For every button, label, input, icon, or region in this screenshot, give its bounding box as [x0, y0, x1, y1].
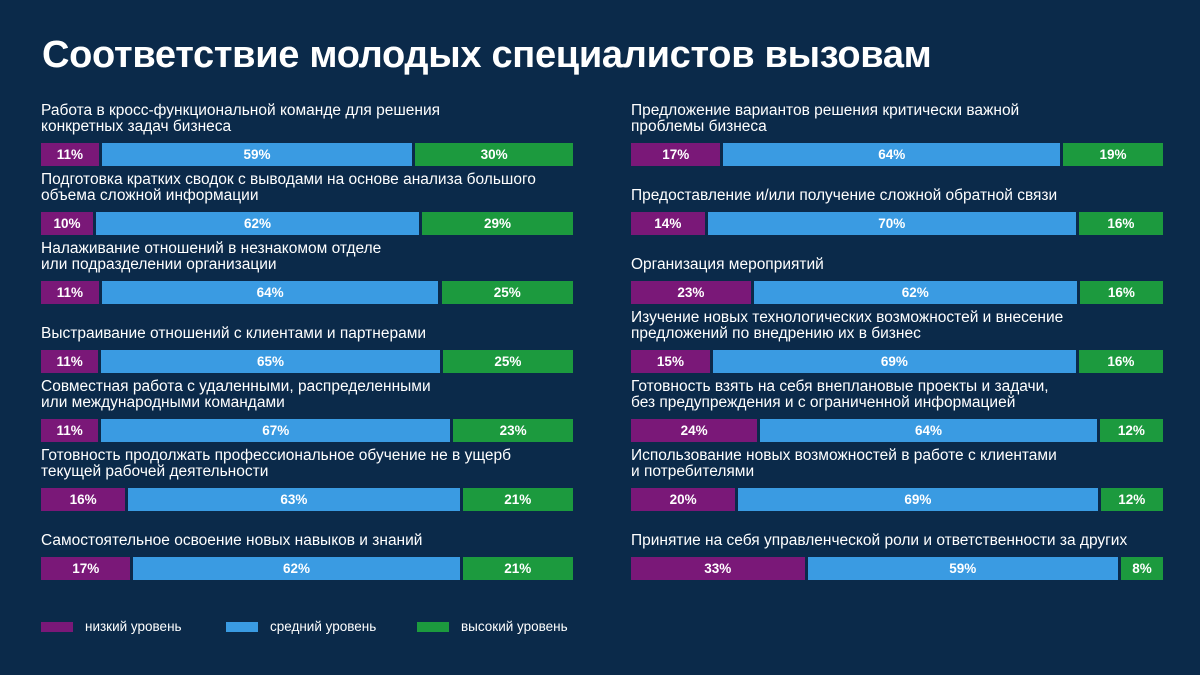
row-label: Предоставление и/или получение сложной о…	[631, 187, 1058, 204]
chart-row: Предоставление и/или получение сложной о…	[631, 0, 1163, 235]
chart-row: Использование новых возможностей в работ…	[631, 0, 1163, 511]
stacked-bar: 11% 59% 30%	[41, 143, 573, 166]
legend-label-low: низкий уровень	[85, 619, 182, 634]
stacked-bar: 11% 64% 25%	[41, 281, 573, 304]
page-title: Соответствие молодых специалистов вызова…	[42, 34, 932, 76]
stacked-bar: 14% 70% 16%	[631, 212, 1163, 235]
bar-segment-low: 24%	[631, 419, 758, 442]
legend-label-high: высокий уровень	[461, 619, 568, 634]
row-label: Совместная работа с удаленными, распреде…	[41, 378, 431, 411]
bar-segment-high: 12%	[1099, 419, 1163, 442]
stacked-bar: 16% 63% 21%	[41, 488, 573, 511]
chart-row: Изучение новых технологических возможнос…	[631, 0, 1163, 373]
stacked-bar: 17% 64% 19%	[631, 143, 1163, 166]
bar-segment-low: 11%	[41, 281, 99, 304]
row-label: Работа в кросс-функциональной команде дл…	[41, 102, 441, 135]
row-label: Выстраивание отношений с клиентами и пар…	[41, 325, 427, 342]
bar-segment-low: 14%	[631, 212, 705, 235]
legend: низкий уровень средний уровень высокий у…	[41, 619, 601, 635]
bar-segment-medium: 63%	[128, 488, 460, 511]
stacked-bar: 23% 62% 16%	[631, 281, 1163, 304]
row-label: Использование новых возможностей в работ…	[631, 447, 1057, 480]
bar-segment-medium: 59%	[101, 143, 413, 166]
chart-row: Принятие на себя управленческой роли и о…	[631, 0, 1163, 580]
chart-row: Самостоятельное освоение новых навыков и…	[41, 0, 573, 580]
bar-segment-high: 21%	[462, 557, 573, 580]
chart-row: Выстраивание отношений с клиентами и пар…	[41, 0, 573, 373]
row-label: Готовность продолжать профессиональное о…	[41, 447, 512, 480]
bar-segment-low: 17%	[631, 143, 721, 166]
legend-swatch-high	[417, 622, 449, 632]
bar-segment-high: 8%	[1120, 557, 1163, 580]
bar-segment-medium: 64%	[723, 143, 1061, 166]
row-label: Налаживание отношений в незнакомом отдел…	[41, 240, 382, 273]
bar-segment-medium: 59%	[807, 557, 1118, 580]
row-label: Готовность взять на себя внеплановые про…	[631, 378, 1049, 411]
bar-segment-high: 16%	[1078, 212, 1163, 235]
row-label: Предложение вариантов решения критически…	[631, 102, 1020, 135]
legend-label-medium: средний уровень	[270, 619, 377, 634]
bar-segment-high: 25%	[441, 281, 573, 304]
bar-segment-high: 12%	[1100, 488, 1163, 511]
bar-segment-low: 10%	[41, 212, 94, 235]
bar-segment-high: 16%	[1078, 350, 1163, 373]
chart-row: Предложение вариантов решения критически…	[631, 0, 1163, 166]
stacked-bar: 33% 59% 8%	[631, 557, 1163, 580]
stacked-bar: 15% 69% 16%	[631, 350, 1163, 373]
bar-segment-medium: 70%	[707, 212, 1076, 235]
stacked-bar: 20% 69% 12%	[631, 488, 1163, 511]
bar-segment-medium: 64%	[760, 419, 1097, 442]
bar-segment-high: 30%	[415, 143, 573, 166]
stacked-bar: 24% 64% 12%	[631, 419, 1163, 442]
bar-segment-low: 20%	[631, 488, 736, 511]
bar-segment-low: 15%	[631, 350, 710, 373]
row-label: Принятие на себя управленческой роли и о…	[631, 532, 1128, 549]
bar-segment-low: 16%	[41, 488, 126, 511]
legend-swatch-medium	[226, 622, 258, 632]
bar-segment-low: 11%	[41, 350, 99, 373]
bar-segment-low: 33%	[631, 557, 805, 580]
chart-row: Работа в кросс-функциональной команде дл…	[41, 0, 573, 166]
chart-column-right: Предложение вариантов решения критически…	[631, 0, 1163, 600]
bar-segment-high: 19%	[1063, 143, 1163, 166]
bar-segment-medium: 69%	[712, 350, 1076, 373]
legend-swatch-low	[41, 622, 73, 632]
bar-segment-low: 11%	[41, 143, 99, 166]
bar-segment-high: 29%	[421, 212, 573, 235]
chart-row: Организация мероприятий 23% 62% 16%	[631, 0, 1163, 304]
row-label: Самостоятельное освоение новых навыков и…	[41, 532, 423, 549]
bar-segment-medium: 62%	[753, 281, 1077, 304]
bar-segment-medium: 65%	[101, 350, 440, 373]
bar-segment-medium: 69%	[738, 488, 1098, 511]
bar-segment-low: 11%	[41, 419, 99, 442]
bar-segment-low: 23%	[631, 281, 751, 304]
stacked-bar: 11% 67% 23%	[41, 419, 573, 442]
row-label: Изучение новых технологических возможнос…	[631, 309, 1064, 342]
bar-segment-high: 25%	[442, 350, 573, 373]
bar-segment-high: 16%	[1079, 281, 1163, 304]
chart-row: Готовность продолжать профессиональное о…	[41, 0, 573, 511]
bar-segment-medium: 62%	[133, 557, 460, 580]
stacked-bar: 17% 62% 21%	[41, 557, 573, 580]
bar-segment-medium: 64%	[101, 281, 439, 304]
chart-row: Готовность взять на себя внеплановые про…	[631, 0, 1163, 442]
bar-segment-high: 21%	[462, 488, 573, 511]
stacked-bar: 10% 62% 29%	[41, 212, 573, 235]
chart-column-left: Работа в кросс-функциональной команде дл…	[41, 0, 573, 600]
bar-segment-high: 23%	[453, 419, 573, 442]
chart-row: Налаживание отношений в незнакомом отдел…	[41, 0, 573, 304]
stacked-bar: 11% 65% 25%	[41, 350, 573, 373]
bar-segment-medium: 67%	[101, 419, 451, 442]
chart-row: Подготовка кратких сводок с выводами на …	[41, 0, 573, 235]
row-label: Подготовка кратких сводок с выводами на …	[41, 171, 536, 204]
bar-segment-medium: 62%	[96, 212, 419, 235]
chart-row: Совместная работа с удаленными, распреде…	[41, 0, 573, 442]
row-label: Организация мероприятий	[631, 256, 824, 273]
bar-segment-low: 17%	[41, 557, 131, 580]
